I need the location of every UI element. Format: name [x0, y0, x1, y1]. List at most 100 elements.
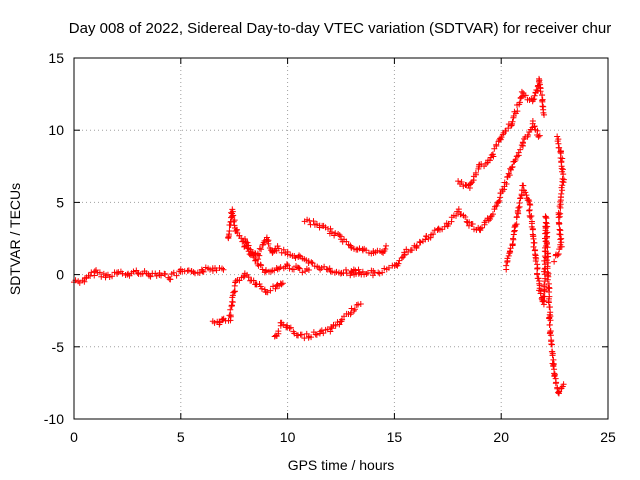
data-point — [516, 199, 523, 206]
data-point — [516, 99, 523, 106]
data-point — [485, 217, 492, 224]
data-point — [530, 243, 537, 250]
data-point — [284, 248, 291, 255]
data-point — [514, 207, 521, 214]
data-point — [541, 281, 548, 288]
data-point — [514, 108, 521, 115]
data-point — [509, 241, 516, 248]
data-point — [532, 257, 539, 264]
data-point — [216, 319, 223, 326]
data-point — [227, 306, 234, 313]
data-point — [557, 204, 564, 211]
data-point — [258, 246, 265, 253]
data-point — [364, 269, 371, 276]
data-point — [455, 206, 462, 213]
data-point — [219, 316, 226, 323]
data-point — [309, 260, 316, 267]
data-point — [546, 321, 553, 328]
series — [348, 118, 543, 279]
data-point — [549, 341, 556, 348]
data-point — [258, 262, 265, 269]
data-point — [216, 264, 223, 271]
series — [209, 270, 286, 328]
data-point — [336, 232, 343, 239]
data-point — [287, 324, 294, 331]
data-point — [547, 329, 554, 336]
data-point — [509, 163, 516, 170]
data-point — [119, 270, 126, 277]
data-point — [231, 288, 238, 295]
data-point — [541, 257, 548, 264]
data-point — [162, 271, 169, 278]
data-point — [534, 275, 541, 282]
data-point — [383, 242, 390, 249]
data-point — [88, 269, 95, 276]
data-point — [508, 122, 515, 129]
series — [241, 234, 366, 279]
data-point — [503, 181, 510, 188]
data-points — [70, 75, 567, 397]
data-point — [305, 258, 312, 265]
data-point — [328, 325, 335, 332]
series — [503, 182, 567, 397]
data-point — [227, 312, 234, 319]
data-point — [310, 218, 317, 225]
data-point — [170, 269, 177, 276]
data-point — [81, 278, 88, 285]
data-point — [435, 225, 442, 232]
data-point — [327, 328, 334, 335]
y-tick-label: -5 — [52, 339, 65, 355]
data-point — [109, 273, 116, 280]
data-point — [556, 221, 563, 228]
data-point — [556, 388, 563, 395]
data-point — [457, 211, 464, 218]
data-point — [543, 257, 550, 264]
data-point — [504, 255, 511, 262]
data-point — [256, 252, 263, 259]
x-axis-label: GPS time / hours — [288, 457, 395, 473]
data-point — [515, 204, 522, 211]
data-point — [416, 238, 423, 245]
series — [551, 133, 567, 265]
data-point — [511, 108, 518, 115]
series — [70, 264, 227, 286]
y-axis-label: SDTVAR / TECUs — [7, 183, 23, 295]
data-point — [230, 218, 237, 225]
data-point — [226, 228, 233, 235]
data-point — [493, 202, 500, 209]
data-point — [199, 267, 206, 274]
data-point — [496, 197, 503, 204]
data-point — [513, 214, 520, 221]
data-point — [536, 285, 543, 292]
data-point — [413, 242, 420, 249]
data-point — [250, 254, 257, 261]
data-point — [517, 195, 524, 202]
data-point — [517, 94, 524, 101]
data-point — [549, 352, 556, 359]
data-point — [395, 260, 402, 267]
data-point — [556, 246, 563, 253]
data-point — [298, 331, 305, 338]
data-point — [527, 214, 534, 221]
y-tick-label: -10 — [44, 411, 64, 427]
data-point — [557, 148, 564, 155]
data-point — [326, 265, 333, 272]
data-point — [467, 180, 474, 187]
data-point — [535, 133, 542, 140]
data-point — [519, 140, 526, 147]
data-point — [280, 321, 287, 328]
data-point — [337, 270, 344, 277]
data-point — [430, 231, 437, 238]
data-point — [275, 328, 282, 335]
data-point — [531, 239, 538, 246]
data-point — [458, 179, 465, 186]
data-point — [526, 198, 533, 205]
data-point — [238, 235, 245, 242]
data-point — [489, 211, 496, 218]
data-point — [559, 187, 566, 194]
data-point — [308, 259, 315, 266]
series — [301, 216, 390, 257]
data-point — [515, 149, 522, 156]
data-point — [320, 330, 327, 337]
data-point — [200, 268, 207, 275]
